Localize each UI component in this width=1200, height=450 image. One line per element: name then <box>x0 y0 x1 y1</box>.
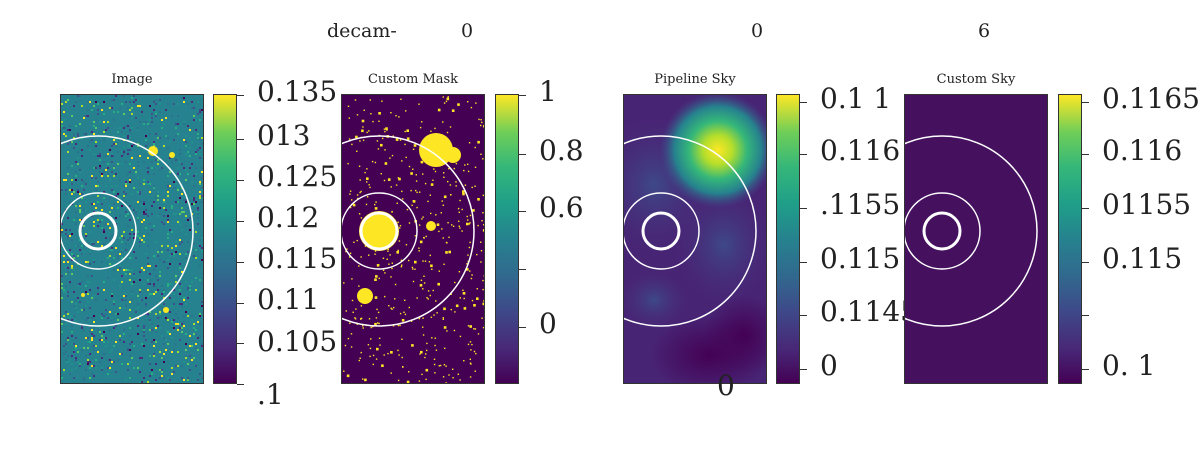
colorbar-tick-label-2-0: 0 <box>820 349 838 382</box>
colorbar-tick-2-0 <box>800 369 807 370</box>
heatmap-image-svg <box>61 95 203 383</box>
colorbar-tick-0-0 <box>237 384 244 385</box>
colorbar-tick-label-1-3: 0.8 <box>539 134 584 167</box>
stray-zero-label: 0 <box>717 369 735 402</box>
colorbar-tick-1-2 <box>519 211 526 212</box>
colorbar-tick-label-2-5: 0.1 1 <box>820 82 892 115</box>
colorbar-tick-0-7 <box>237 95 244 96</box>
colorbar-pipeline-sky <box>776 94 800 384</box>
colorbar-tick-label-3-3: 01155 <box>1102 188 1192 221</box>
heatmap-custom-sky-svg <box>905 95 1047 383</box>
colorbar-tick-label-0-6: 013 <box>257 119 311 152</box>
colorbar-tick-0-4 <box>237 221 244 222</box>
colorbar-tick-label-2-3: .1155 <box>820 188 901 221</box>
colorbar-tick-2-3 <box>800 208 807 209</box>
colorbar-tick-0-1 <box>237 343 244 344</box>
colorbar-tick-2-4 <box>800 154 807 155</box>
colorbar-tick-1-1 <box>519 269 526 270</box>
colorbar-tick-0-6 <box>237 139 244 140</box>
colorbar-tick-label-0-0: .1 <box>257 378 284 411</box>
colorbar-tick-3-1 <box>1082 315 1089 316</box>
colorbar-image <box>213 94 237 384</box>
colorbar-tick-0-5 <box>237 180 244 181</box>
colorbar-tick-2-1 <box>800 315 807 316</box>
colorbar-tick-3-3 <box>1082 208 1089 209</box>
colorbar-tick-label-0-4: 0.12 <box>257 201 320 234</box>
colorbar-tick-3-5 <box>1082 102 1089 103</box>
heatmap-custom-sky <box>904 94 1048 384</box>
top-label-4: 6 <box>978 20 991 42</box>
colorbar-tick-0-3 <box>237 262 244 263</box>
colorbar-custom-sky <box>1058 94 1082 384</box>
top-label-2: 0 <box>461 20 474 42</box>
colorbar-tick-label-2-4: 0.116 <box>820 134 901 167</box>
colorbar-tick-label-3-5: 0.1165 <box>1102 82 1200 115</box>
colorbar-tick-label-3-0: 0. 1 <box>1102 349 1156 382</box>
colorbar-tick-3-0 <box>1082 369 1089 370</box>
colorbar-tick-label-0-2: 0.11 <box>257 283 320 316</box>
panel-title-custom-sky: Custom Sky <box>936 72 1016 87</box>
heatmap-image <box>60 94 204 384</box>
heatmap-pipeline-sky <box>623 94 767 384</box>
colorbar-tick-label-0-1: 0.105 <box>257 325 338 358</box>
heatmap-custom-mask-svg <box>342 95 484 383</box>
colorbar-tick-3-4 <box>1082 154 1089 155</box>
colorbar-tick-label-1-4: 1 <box>539 75 557 108</box>
top-label-3: 0 <box>751 20 764 42</box>
colorbar-custom-mask <box>495 94 519 384</box>
colorbar-ticks-image: .1 0.105 0.11 0.115 0.12 0.125 013 0.135 <box>237 78 337 409</box>
panel-title-pipeline-sky: Pipeline Sky <box>654 72 736 87</box>
colorbar-tick-1-0 <box>519 327 526 328</box>
colorbar-tick-0-2 <box>237 303 244 304</box>
colorbar-tick-label-0-3: 0.115 <box>257 242 338 275</box>
colorbar-ticks-pipeline-sky: 0 0.1145 0.115 .1155 0.116 0.1 1 <box>800 85 918 384</box>
top-label-1: decam- <box>327 20 397 42</box>
panel-title-custom-mask: Custom Mask <box>367 72 459 87</box>
heatmap-pipeline-sky-svg <box>624 95 766 383</box>
colorbar-tick-label-1-2: 0.6 <box>539 191 584 224</box>
colorbar-tick-label-3-2: 0.115 <box>1102 242 1183 275</box>
colorbar-tick-label-1-0: 0 <box>539 307 557 340</box>
colorbar-ticks-custom-mask: 0 0.6 0.8 1 <box>519 78 584 384</box>
colorbar-tick-1-3 <box>519 154 526 155</box>
colorbar-tick-2-2 <box>800 262 807 263</box>
heatmap-custom-mask <box>341 94 485 384</box>
colorbar-tick-label-0-7: 0.135 <box>257 75 338 108</box>
colorbar-tick-label-2-1: 0.1145 <box>820 295 918 328</box>
colorbar-tick-label-0-5: 0.125 <box>257 160 338 193</box>
panel-title-image: Image <box>111 72 153 87</box>
colorbar-tick-2-5 <box>800 102 807 103</box>
colorbar-ticks-custom-sky: 0. 1 0.115 01155 0.116 0.1165 <box>1082 85 1200 384</box>
colorbar-tick-1-4 <box>519 95 526 96</box>
colorbar-tick-3-2 <box>1082 262 1089 263</box>
colorbar-tick-label-2-2: 0.115 <box>820 242 901 275</box>
colorbar-tick-label-3-4: 0.116 <box>1102 134 1183 167</box>
